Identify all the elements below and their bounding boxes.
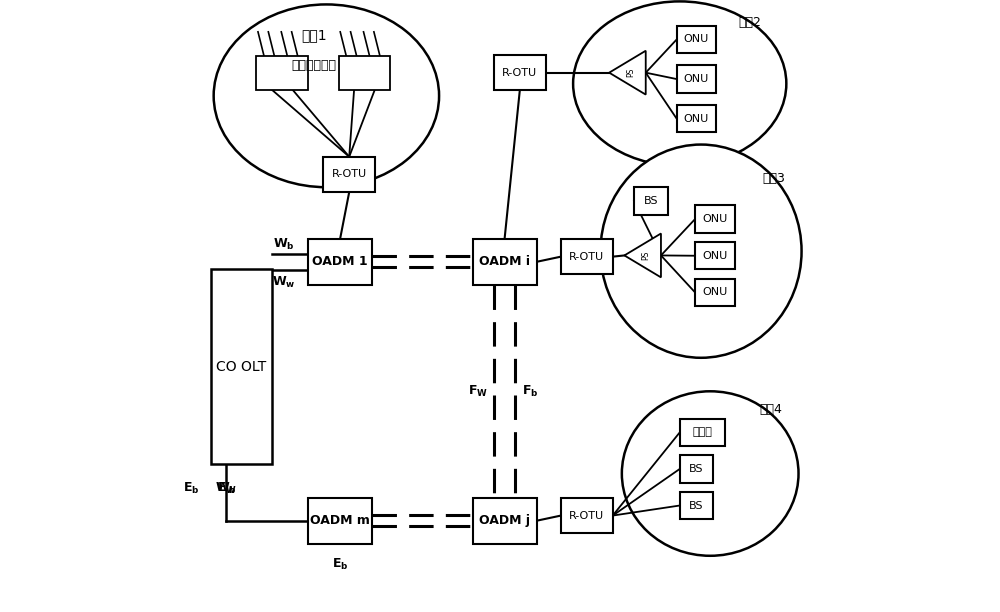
Text: BS: BS xyxy=(689,464,704,474)
Text: R-OTU: R-OTU xyxy=(332,170,367,179)
FancyBboxPatch shape xyxy=(494,55,546,91)
Ellipse shape xyxy=(214,4,439,187)
FancyBboxPatch shape xyxy=(211,269,272,465)
Text: OADM m: OADM m xyxy=(310,514,370,528)
Polygon shape xyxy=(609,51,646,95)
FancyBboxPatch shape xyxy=(308,498,372,543)
Text: R-OTU: R-OTU xyxy=(569,510,604,521)
Text: ONU: ONU xyxy=(702,214,727,224)
FancyBboxPatch shape xyxy=(561,239,613,274)
Text: ONU: ONU xyxy=(684,74,709,84)
Text: PS: PS xyxy=(642,251,651,260)
FancyBboxPatch shape xyxy=(473,498,537,543)
FancyBboxPatch shape xyxy=(680,419,725,446)
FancyBboxPatch shape xyxy=(256,56,308,90)
FancyBboxPatch shape xyxy=(561,498,613,533)
Ellipse shape xyxy=(601,144,802,358)
Text: $\mathbf{E_b}$: $\mathbf{E_b}$ xyxy=(332,558,348,572)
Text: R-OTU: R-OTU xyxy=(569,252,604,262)
Text: OADM 1: OADM 1 xyxy=(312,255,368,268)
Text: ONU: ONU xyxy=(684,34,709,45)
Text: CO OLT: CO OLT xyxy=(216,360,266,374)
Text: ONU: ONU xyxy=(684,114,709,124)
FancyBboxPatch shape xyxy=(473,239,537,285)
Text: $\mathbf{W_w}$: $\mathbf{W_w}$ xyxy=(272,275,296,290)
FancyBboxPatch shape xyxy=(308,239,372,285)
FancyBboxPatch shape xyxy=(680,492,713,519)
Text: 区域1: 区域1 xyxy=(301,28,327,42)
FancyBboxPatch shape xyxy=(680,455,713,483)
FancyBboxPatch shape xyxy=(695,206,735,233)
Text: 大客户: 大客户 xyxy=(693,427,713,438)
Text: $\mathbf{F_b}$: $\mathbf{F_b}$ xyxy=(522,384,539,399)
Text: $\mathbf{E_W}$: $\mathbf{E_W}$ xyxy=(217,481,237,496)
Text: OADM i: OADM i xyxy=(479,255,530,268)
FancyBboxPatch shape xyxy=(695,278,735,306)
Text: PS: PS xyxy=(626,68,635,77)
Text: BS: BS xyxy=(689,501,704,510)
Text: 区域2: 区域2 xyxy=(738,16,761,29)
Text: $\mathbf{F_W}$: $\mathbf{F_W}$ xyxy=(468,384,488,399)
Text: R-OTU: R-OTU xyxy=(502,68,537,78)
FancyBboxPatch shape xyxy=(677,26,716,53)
Text: 数字用户线路: 数字用户线路 xyxy=(292,59,337,72)
FancyBboxPatch shape xyxy=(634,187,668,215)
Text: OADM j: OADM j xyxy=(479,514,530,528)
Text: $\mathbf{W_b}$: $\mathbf{W_b}$ xyxy=(273,237,295,252)
FancyBboxPatch shape xyxy=(695,242,735,269)
Text: ONU: ONU xyxy=(702,287,727,297)
FancyBboxPatch shape xyxy=(323,157,375,192)
Text: BS: BS xyxy=(644,196,658,206)
Text: 区域3: 区域3 xyxy=(763,171,786,185)
Text: ONU: ONU xyxy=(702,251,727,261)
Ellipse shape xyxy=(573,1,786,166)
Text: 区域4: 区域4 xyxy=(760,403,783,416)
FancyBboxPatch shape xyxy=(339,56,390,90)
Text: $\mathbf{W_b}$: $\mathbf{W_b}$ xyxy=(215,481,237,496)
Ellipse shape xyxy=(622,391,799,556)
Polygon shape xyxy=(624,234,661,277)
FancyBboxPatch shape xyxy=(677,105,716,132)
FancyBboxPatch shape xyxy=(677,65,716,93)
Text: $\mathbf{E_b}$: $\mathbf{E_b}$ xyxy=(183,481,200,496)
